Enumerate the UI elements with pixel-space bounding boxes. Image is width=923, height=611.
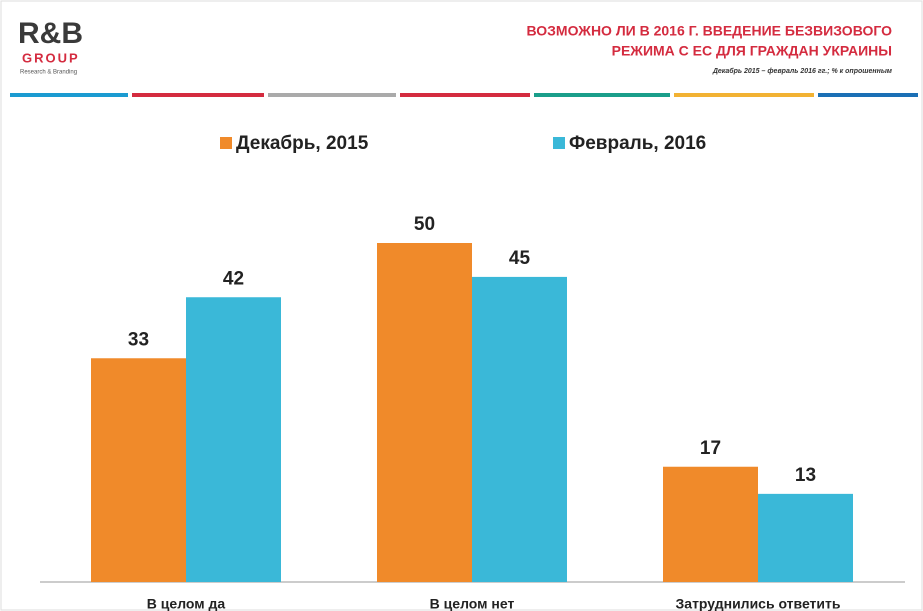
legend-swatch — [220, 137, 232, 149]
data-label: 33 — [128, 329, 149, 350]
data-label: 50 — [414, 214, 435, 235]
title-line: РЕЖИМА С ЕС ДЛЯ ГРАЖДАН УКРАИНЫ — [612, 43, 892, 59]
subtitle: Декабрь 2015 – февраль 2016 гг.; % к опр… — [712, 67, 893, 75]
bar — [186, 297, 281, 582]
logo-sub: GROUP — [22, 50, 80, 65]
stripe — [10, 93, 918, 97]
data-label: 17 — [700, 438, 721, 459]
bar — [663, 466, 758, 582]
bar — [91, 358, 186, 582]
legend-swatch — [553, 137, 565, 149]
x-tick-label: В целом нет — [430, 596, 515, 611]
bar — [472, 276, 567, 582]
bar — [377, 243, 472, 582]
data-label: 45 — [509, 248, 531, 269]
data-label: 13 — [795, 465, 816, 486]
x-tick-label: В целом да — [147, 596, 226, 611]
legend-label: Декабрь, 2015 — [236, 133, 369, 154]
logo: R&B — [18, 17, 83, 50]
logo-tag: Research & Branding — [20, 70, 77, 76]
x-tick-label: Затруднились ответить — [676, 596, 841, 611]
data-label: 42 — [223, 268, 244, 289]
title-line: ВОЗМОЖНО ЛИ В 2016 Г. ВВЕДЕНИЕ БЕЗВИЗОВО… — [527, 23, 893, 39]
legend-label: Февраль, 2016 — [569, 133, 706, 154]
bar — [758, 493, 853, 582]
